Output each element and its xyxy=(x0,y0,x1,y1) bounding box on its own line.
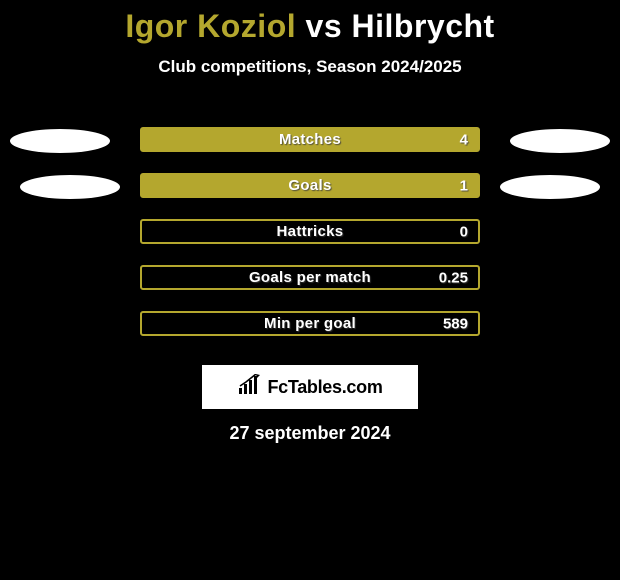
stat-bar-goals: Goals 1 xyxy=(140,173,480,198)
stat-row: Goals per match 0.25 xyxy=(0,255,620,301)
stat-bar-goals-per-match: Goals per match 0.25 xyxy=(140,265,480,290)
stat-bar-min-per-goal: Min per goal 589 xyxy=(140,311,480,336)
stat-bar-matches: Matches 4 xyxy=(140,127,480,152)
stat-row: Matches 4 xyxy=(0,117,620,163)
stat-label: Goals xyxy=(288,177,331,194)
stat-value: 589 xyxy=(443,315,468,332)
vs-text: vs xyxy=(306,8,343,44)
logo-text: FcTables.com xyxy=(267,377,382,398)
date-text: 27 september 2024 xyxy=(0,423,620,444)
stat-value: 4 xyxy=(460,131,468,148)
chart-icon xyxy=(237,374,263,401)
stat-label: Goals per match xyxy=(249,269,371,286)
stat-value: 0 xyxy=(460,223,468,240)
comparison-title: Igor Koziol vs Hilbrycht xyxy=(0,0,620,45)
subtitle: Club competitions, Season 2024/2025 xyxy=(0,57,620,77)
stat-value: 1 xyxy=(460,177,468,194)
stat-row: Hattricks 0 xyxy=(0,209,620,255)
stat-label: Hattricks xyxy=(277,223,344,240)
logo-box: FcTables.com xyxy=(202,365,418,409)
player1-name: Igor Koziol xyxy=(125,8,296,44)
stats-container: Matches 4 Goals 1 Hattricks 0 Goals per … xyxy=(0,117,620,347)
player2-name: Hilbrycht xyxy=(352,8,495,44)
stat-value: 0.25 xyxy=(439,269,468,286)
stat-label: Matches xyxy=(279,131,341,148)
stat-row: Goals 1 xyxy=(0,163,620,209)
stat-bar-hattricks: Hattricks 0 xyxy=(140,219,480,244)
stat-label: Min per goal xyxy=(264,315,356,332)
stat-row: Min per goal 589 xyxy=(0,301,620,347)
